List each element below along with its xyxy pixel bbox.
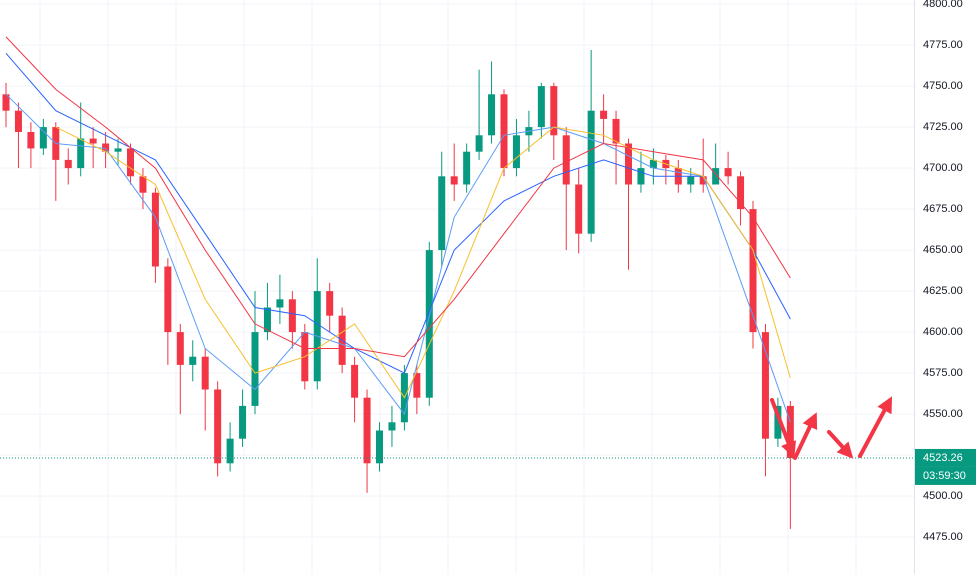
candle-body <box>737 176 745 210</box>
y-tick-label: 4575.00 <box>923 367 963 379</box>
plot <box>0 36 914 529</box>
candle-body <box>699 176 707 185</box>
candle-body <box>612 118 620 144</box>
y-tick-label: 4600.00 <box>923 326 963 338</box>
candle-body <box>562 135 570 185</box>
candle-body <box>226 438 234 464</box>
y-tick-label: 4550.00 <box>923 408 963 420</box>
candle-body <box>239 405 247 439</box>
y-tick-label: 4675.00 <box>923 203 963 215</box>
y-tick-label: 4775.00 <box>923 39 963 51</box>
candle-body <box>724 168 732 177</box>
candle-body <box>388 422 396 431</box>
arrow <box>858 396 893 458</box>
candle-body <box>363 397 371 464</box>
candle-body <box>276 299 284 308</box>
candle-body <box>550 86 558 136</box>
last-price-label: 4523.26 <box>923 452 963 464</box>
candle-body <box>712 168 720 185</box>
candle-body <box>14 110 22 133</box>
candle-body <box>151 192 159 267</box>
candle-body <box>39 127 47 149</box>
y-tick-label: 4625.00 <box>923 285 963 297</box>
candle-body <box>575 184 583 234</box>
candle-body <box>351 364 359 398</box>
candle-body <box>774 405 782 439</box>
candle-body <box>425 250 433 398</box>
last-price-box <box>915 448 976 467</box>
candle-body <box>201 356 209 390</box>
y-tick-label: 4650.00 <box>923 244 963 256</box>
moving-average <box>55 126 791 399</box>
grid <box>0 0 914 574</box>
axis-labels: 4475.004500.004525.004550.004575.004600.… <box>915 0 976 543</box>
candle-body <box>102 143 110 152</box>
candle-body <box>64 159 72 169</box>
y-tick-label: 4750.00 <box>923 80 963 92</box>
moving-average <box>5 36 791 358</box>
candle-body <box>376 430 383 464</box>
candle-body <box>89 138 97 144</box>
candle-body <box>251 332 259 406</box>
candle-body <box>749 209 757 333</box>
candle-body <box>27 132 35 149</box>
candle-body <box>537 86 545 128</box>
arrow <box>827 430 854 459</box>
candle-body <box>475 135 483 152</box>
y-tick-label: 4725.00 <box>923 121 963 133</box>
candle-body <box>600 110 608 119</box>
candle-body <box>450 176 458 185</box>
candle-body <box>176 332 184 365</box>
candle-body <box>512 135 520 169</box>
annotation-arrows <box>770 396 893 460</box>
y-tick-label: 4700.00 <box>923 162 963 174</box>
candle-body <box>114 148 122 152</box>
candle-body <box>2 94 10 111</box>
y-tick-label: 4500.00 <box>923 490 963 502</box>
candle-body <box>77 138 85 169</box>
candle-body <box>127 148 134 177</box>
candle-body <box>625 143 632 185</box>
candle-body <box>687 176 695 185</box>
y-tick-label: 4800.00 <box>923 0 963 10</box>
candle-body <box>649 159 657 169</box>
y-tick-label: 4475.00 <box>923 531 963 543</box>
candle-body <box>263 307 271 333</box>
candle-body <box>326 291 334 316</box>
candle-body <box>288 299 296 333</box>
arrow <box>770 398 797 458</box>
candle-body <box>488 94 496 136</box>
candle-body <box>164 266 172 333</box>
countdown-label: 03:59:30 <box>923 470 966 482</box>
moving-average <box>5 52 791 374</box>
candle-body <box>463 151 471 185</box>
arrow <box>793 412 818 460</box>
candle-body <box>189 356 197 365</box>
candle-body <box>786 405 794 458</box>
candle-body <box>761 332 769 439</box>
candle-body <box>637 168 645 185</box>
candle-body <box>413 373 421 398</box>
candle-body <box>438 176 446 251</box>
candle-body <box>139 176 147 193</box>
candle-body <box>214 389 222 464</box>
candle-body <box>587 110 595 234</box>
candle-body <box>500 94 508 169</box>
countdown-box <box>915 466 976 485</box>
moving-average <box>5 93 791 423</box>
